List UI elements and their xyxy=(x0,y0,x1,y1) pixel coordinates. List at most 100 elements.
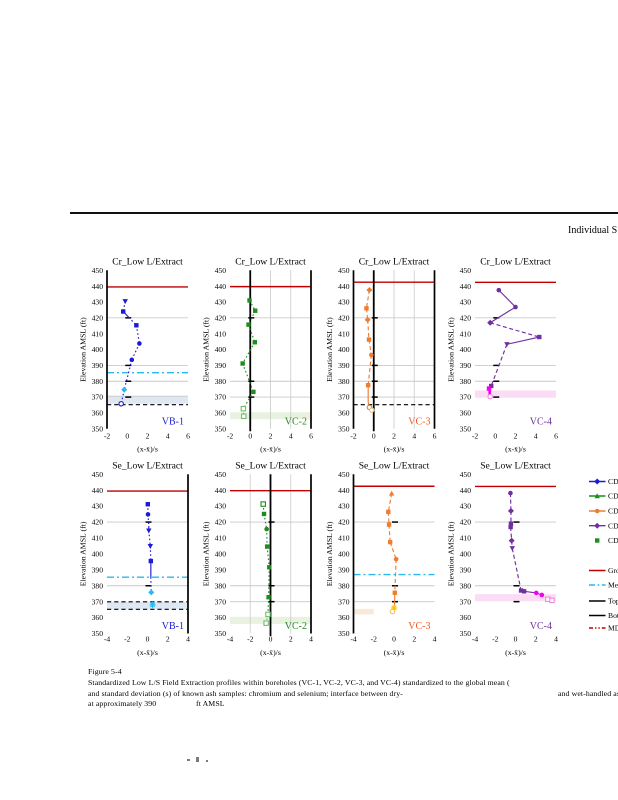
y-tick-label: 440 xyxy=(460,282,472,291)
y-tick-label: 360 xyxy=(215,613,227,622)
series-point xyxy=(240,405,247,412)
y-axis-title: Elevation AMSL (ft) xyxy=(325,521,334,586)
borehole-label: VC-3 xyxy=(408,621,430,632)
series-point xyxy=(533,590,539,596)
y-tick-label: 350 xyxy=(338,629,350,638)
y-tick-label: 350 xyxy=(215,629,227,638)
y-tick-label: 450 xyxy=(460,266,472,275)
x-tick-label: 2 xyxy=(412,635,416,644)
figure-label: Figure 5-4 xyxy=(88,666,122,676)
y-tick-label: 420 xyxy=(460,313,472,322)
series-point xyxy=(487,393,493,400)
plot-vc-4-se: Se_Low L/Extract350360370380390400410420… xyxy=(447,461,559,658)
y-axis-title: Elevation AMSL (ft) xyxy=(79,521,88,586)
legend-label: MDL xyxy=(608,624,618,633)
y-axis-title: Elevation AMSL (ft) xyxy=(447,521,456,586)
series-point xyxy=(263,620,269,626)
y-tick-label: 380 xyxy=(92,581,104,590)
series-point xyxy=(513,304,518,310)
series-segment xyxy=(242,341,256,364)
series-point xyxy=(267,565,272,570)
series-point xyxy=(521,589,527,594)
y-tick-label: 380 xyxy=(215,377,227,386)
x-tick-label: 0 xyxy=(125,432,129,441)
y-tick-label: 420 xyxy=(460,518,472,527)
series-segment xyxy=(247,324,256,343)
x-tick-label: 2 xyxy=(392,432,396,441)
y-tick-label: 440 xyxy=(92,282,104,291)
y-tick-label: 430 xyxy=(215,298,227,307)
series-segment xyxy=(394,559,397,593)
borehole-label: VC-2 xyxy=(285,416,307,427)
y-tick-label: 350 xyxy=(92,629,104,638)
series-point xyxy=(145,512,151,517)
series-point xyxy=(507,507,514,514)
y-tick-label: 440 xyxy=(92,486,104,495)
y-tick-label: 420 xyxy=(215,518,227,527)
x-tick-label: -2 xyxy=(247,635,254,644)
y-tick-label: 410 xyxy=(460,534,472,543)
y-tick-label: 430 xyxy=(460,502,472,511)
series-point xyxy=(389,608,396,615)
series-point xyxy=(147,544,154,550)
y-tick-label: 440 xyxy=(338,486,350,495)
y-axis-title: Elevation AMSL (ft) xyxy=(202,317,211,382)
series-segment xyxy=(123,359,133,390)
series-point xyxy=(539,592,545,598)
x-tick-label: 4 xyxy=(186,635,190,644)
series-segment xyxy=(266,546,270,568)
x-tick-label: -2 xyxy=(472,432,479,441)
y-tick-label: 370 xyxy=(460,597,472,606)
series-point xyxy=(261,511,267,517)
footer-mark-1 xyxy=(196,757,199,762)
series-point xyxy=(508,537,515,544)
y-tick-label: 390 xyxy=(338,361,350,370)
x-tick-label: 4 xyxy=(309,635,313,644)
series-point xyxy=(118,401,124,407)
x-tick-label: -4 xyxy=(227,635,234,644)
y-tick-label: 390 xyxy=(215,361,227,370)
series-point xyxy=(393,556,399,562)
series-segment xyxy=(490,344,508,387)
shaded-band xyxy=(107,601,188,610)
y-tick-label: 360 xyxy=(215,409,227,418)
y-axis-title: Elevation AMSL (ft) xyxy=(325,317,334,382)
x-tick-label: 6 xyxy=(433,432,437,441)
series-point xyxy=(486,386,492,391)
caption-line-2b: and wet-handled as xyxy=(558,688,618,698)
series-point xyxy=(247,298,252,303)
series-segment xyxy=(149,546,152,562)
x-tick-label: -2 xyxy=(350,432,357,441)
plot-title: Se_Low L/Extract xyxy=(480,461,551,472)
y-tick-label: 450 xyxy=(460,470,472,479)
y-tick-label: 380 xyxy=(460,581,472,590)
series-point xyxy=(266,595,271,600)
series-point xyxy=(366,286,373,293)
series-point xyxy=(149,601,156,608)
series-point xyxy=(508,490,513,496)
borehole-label: VC-4 xyxy=(530,416,552,427)
series-point xyxy=(386,522,392,527)
shaded-band xyxy=(475,594,556,602)
series-point xyxy=(264,544,270,549)
y-tick-label: 360 xyxy=(92,613,104,622)
series-point xyxy=(489,383,494,389)
y-tick-label: 390 xyxy=(460,565,472,574)
y-tick-label: 380 xyxy=(92,377,104,386)
x-axis-title: (x-x̄)/s xyxy=(384,445,405,454)
header-rule xyxy=(70,212,618,214)
x-tick-label: 2 xyxy=(166,635,170,644)
borehole-label: VB-1 xyxy=(162,416,184,427)
x-axis-title: (x-x̄)/s xyxy=(260,648,281,657)
x-tick-label: 4 xyxy=(554,635,558,644)
y-tick-label: 380 xyxy=(338,581,350,590)
series-point xyxy=(518,588,524,593)
y-tick-label: 420 xyxy=(92,313,104,322)
y-axis-title: Elevation AMSL (ft) xyxy=(447,317,456,382)
borehole-label: VC-2 xyxy=(285,621,307,632)
x-tick-label: 6 xyxy=(554,432,558,441)
series-point xyxy=(368,407,375,413)
y-tick-label: 380 xyxy=(215,581,227,590)
